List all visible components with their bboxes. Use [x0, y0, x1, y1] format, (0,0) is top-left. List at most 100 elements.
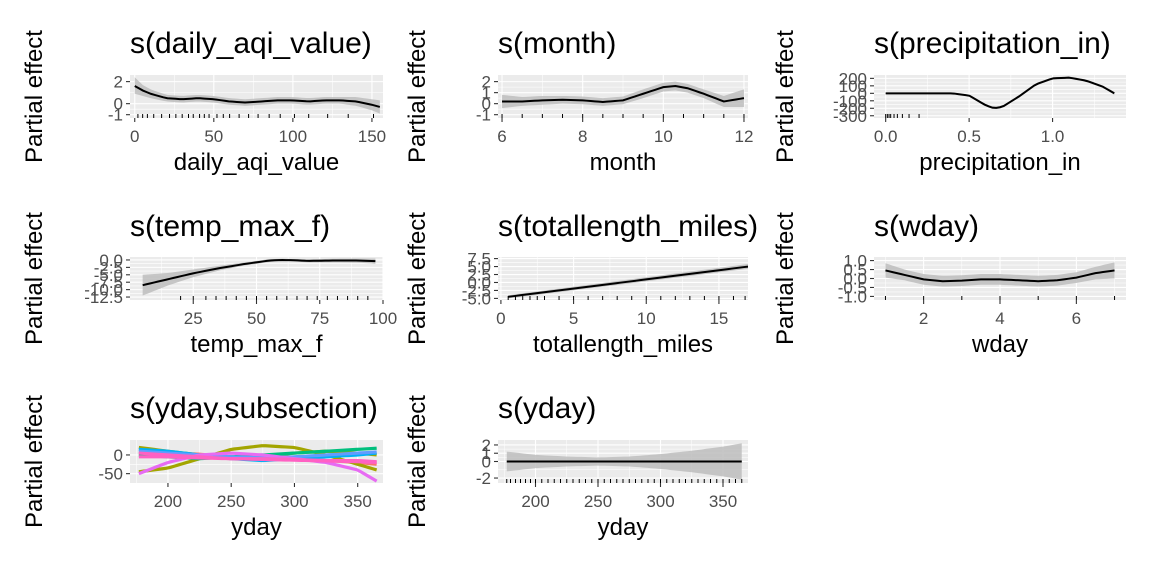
panel-title: s(month) [498, 27, 616, 60]
x-axis-title: yday [598, 514, 649, 541]
y-tick-label: 2.5 [467, 266, 491, 285]
plot-area [885, 76, 1115, 118]
x-tick-label: 350 [709, 492, 737, 511]
x-axis-title: totallength_miles [533, 331, 713, 358]
y-axis-title: Partial effect [772, 212, 799, 345]
y-axis-title: Partial effect [404, 30, 431, 163]
panel-title-wrap: s(precipitation_in) [874, 27, 1111, 60]
plot-area [142, 258, 376, 300]
x-tick-label: 250 [584, 492, 612, 511]
x-tick-label: 300 [280, 492, 308, 511]
plot-area [501, 81, 745, 118]
y-tick-label: 2 [114, 73, 123, 92]
plot-area [506, 443, 743, 483]
x-axis-title: daily_aqi_value [174, 149, 339, 176]
y-axis-title: Partial effect [21, 395, 48, 528]
panel-6: 2 4 6 -1.0-0.50.00.51.0 s(wday) wday Partial e… [772, 210, 1126, 358]
smooth-line [508, 265, 748, 298]
x-axis-title: temp_max_f [190, 331, 322, 358]
y-tick-label: 5.0 [467, 258, 491, 277]
smooth-line-group-2 [138, 444, 378, 474]
y-tick-label: -100 [833, 92, 867, 111]
y-tick-label: -1 [108, 106, 123, 125]
panel-title-wrap: s(daily_aqi_value) [130, 27, 372, 60]
panel-title: s(totallength_miles) [498, 210, 758, 243]
panel-title-wrap: s(yday,subsection) [130, 392, 378, 425]
plot-area [134, 77, 381, 118]
y-tick-label: 1 [482, 84, 491, 103]
y-axis-title: Partial effect [404, 212, 431, 345]
y-tick-label: 0.0 [99, 251, 123, 270]
x-tick-label: 0.0 [874, 127, 898, 146]
x-tick-label: 250 [217, 492, 245, 511]
y-tick-label: 0.0 [843, 270, 867, 289]
panel-7: 200 250 300 350 -500 s(yday,subsection) yday Pa… [21, 392, 383, 541]
x-tick-label: 12 [735, 127, 754, 146]
panel-title: s(wday) [874, 210, 979, 243]
smooth-line-group-9 [138, 455, 377, 464]
x-tick-label: 200 [521, 492, 549, 511]
smooth-line [502, 85, 745, 104]
y-tick-label: 0 [482, 453, 491, 472]
x-tick-label: 100 [369, 309, 397, 328]
x-axis-title: month [590, 149, 657, 176]
y-tick-label: -200 [833, 99, 867, 118]
y-tick-label: 0.0 [467, 273, 491, 292]
x-tick-label: 300 [646, 492, 674, 511]
x-tick-label: 0 [130, 127, 139, 146]
x-tick-label: 150 [358, 127, 386, 146]
panel-title: s(daily_aqi_value) [130, 27, 372, 60]
x-tick-label: 6 [1072, 309, 1081, 328]
panel-title-wrap: s(yday) [498, 392, 596, 425]
x-tick-label: 5 [569, 309, 578, 328]
panel-title-wrap: s(totallength_miles) [498, 210, 758, 243]
confidence-band [142, 258, 376, 296]
y-tick-label: -10.0 [84, 281, 123, 300]
x-tick-label: 100 [279, 127, 307, 146]
x-tick-label: 2 [919, 309, 928, 328]
panel-title: s(yday,subsection) [130, 392, 378, 425]
y-tick-label: -300 [833, 107, 867, 126]
y-tick-label: 0 [114, 446, 123, 465]
x-axis-title: wday [971, 331, 1028, 358]
y-tick-label: -5.0 [94, 266, 123, 285]
x-tick-label: 0 [496, 309, 505, 328]
x-tick-label: 50 [247, 309, 266, 328]
x-tick-label: 10 [654, 127, 673, 146]
panel-title-wrap: s(wday) [874, 210, 979, 243]
x-tick-label: 1.0 [1041, 127, 1065, 146]
smooth-line [142, 258, 376, 287]
y-tick-label: 1.0 [843, 252, 867, 271]
plot-area [507, 264, 748, 300]
x-tick-label: 4 [995, 309, 1004, 328]
panel-4: 25 50 75 100 -12.5-10.0-7.5-5.0-2.50.0 s(temp… [21, 210, 397, 358]
y-tick-label: 0.5 [843, 261, 867, 280]
y-axis-title: Partial effect [21, 212, 48, 345]
y-tick-label: -1.0 [838, 287, 867, 306]
y-tick-label: -50 [98, 465, 123, 484]
y-tick-label: -0.5 [838, 278, 867, 297]
x-axis-title: yday [231, 514, 282, 541]
y-tick-label: -2.5 [94, 258, 123, 277]
y-axis-title: Partial effect [21, 30, 48, 163]
y-tick-label: 2 [482, 73, 491, 92]
y-tick-label: 200 [839, 69, 867, 88]
panel-title: s(temp_max_f) [130, 210, 330, 243]
y-axis-title: Partial effect [404, 395, 431, 528]
x-tick-label: 75 [310, 309, 329, 328]
plot-area [138, 444, 378, 483]
y-tick-label: 2 [482, 436, 491, 455]
y-axis-title: Partial effect [772, 30, 799, 163]
x-tick-label: 200 [154, 492, 182, 511]
panel-5: 0 5 10 15 -5.0-2.50.02.55.07.5 s(totallength_… [404, 210, 758, 358]
y-tick-label: 100 [839, 77, 867, 96]
panel-title-wrap: s(temp_max_f) [130, 210, 330, 243]
y-tick-label: 7.5 [467, 250, 491, 269]
y-tick-label: 0 [858, 84, 867, 103]
y-tick-label: -5.0 [462, 289, 491, 308]
x-tick-label: 8 [578, 127, 587, 146]
